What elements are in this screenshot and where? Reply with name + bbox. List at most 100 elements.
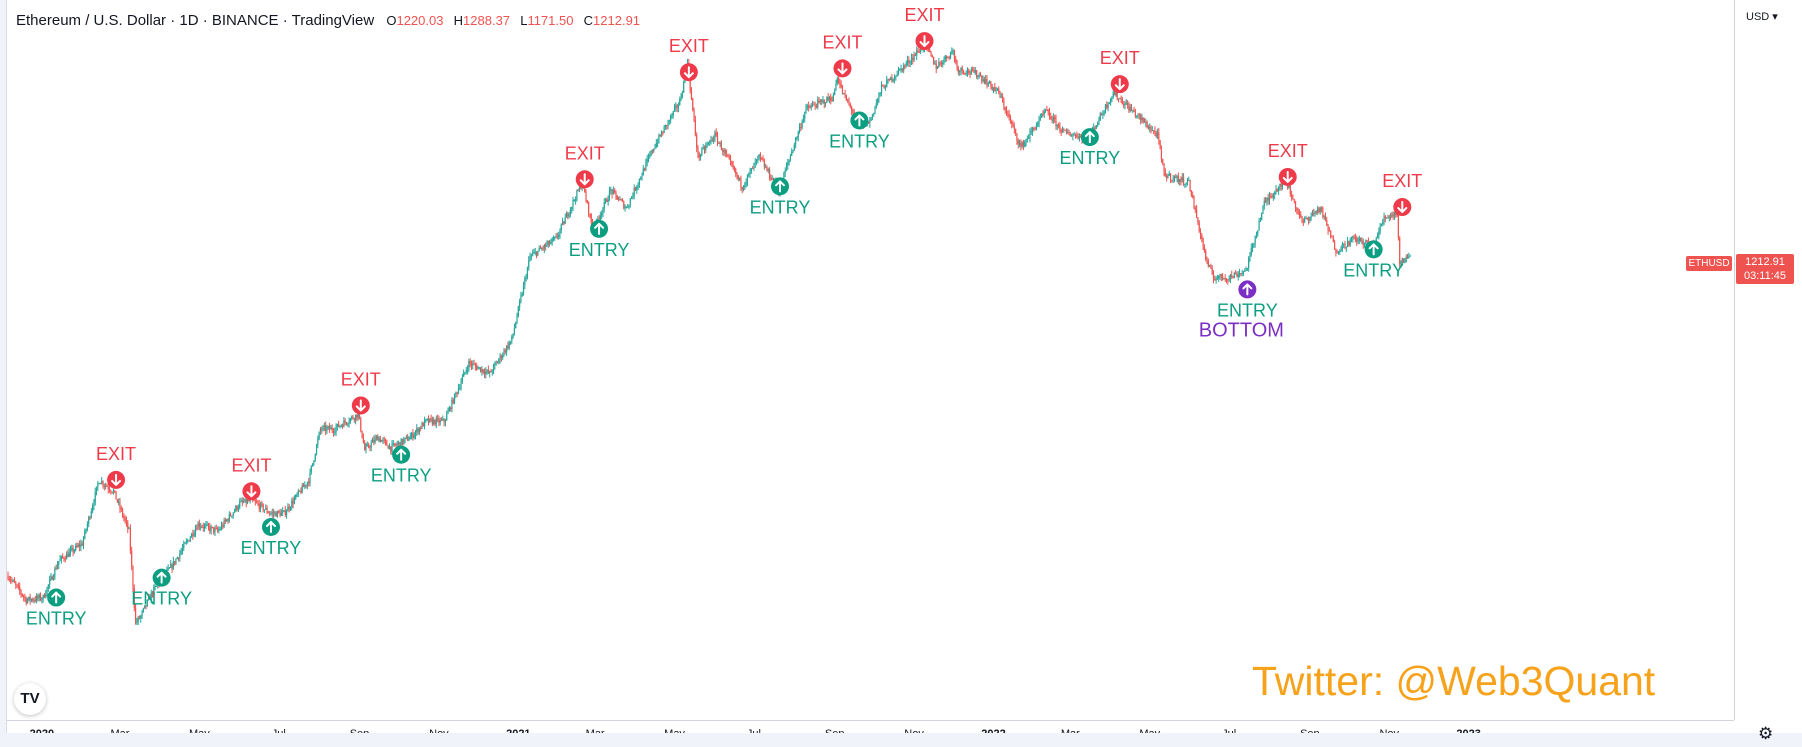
candle-body (1050, 116, 1052, 119)
candle-body (1072, 134, 1074, 136)
tradingview-logo[interactable]: TV (14, 683, 46, 715)
candle-body (312, 463, 314, 467)
candle-body (959, 70, 961, 73)
candle-body (1107, 103, 1109, 108)
candle-body (748, 173, 750, 175)
candle-body (785, 165, 788, 171)
candle-body (909, 62, 911, 64)
candle-body (1201, 234, 1203, 239)
candle-body (1330, 231, 1332, 237)
candle-body (1182, 177, 1185, 185)
candle-body (1067, 132, 1069, 134)
candle-body (98, 483, 100, 485)
entry-label: ENTRY (26, 609, 87, 629)
candle-body (503, 350, 505, 356)
candle-body (994, 87, 996, 91)
candle-body (1302, 221, 1304, 223)
candle-body (148, 596, 150, 600)
candle-body (461, 376, 463, 383)
candle-body (267, 512, 269, 514)
candle-body (1154, 130, 1156, 133)
candle-body (1029, 131, 1031, 139)
candle-body (1259, 220, 1261, 222)
candle-body (43, 594, 46, 598)
candle-body (1296, 208, 1298, 210)
currency-label: USD (1746, 11, 1770, 23)
candle-body (1328, 230, 1330, 232)
candle-body (82, 538, 85, 546)
candle-body (1235, 273, 1237, 275)
candle-body (1011, 121, 1013, 124)
candle-body (1333, 242, 1336, 250)
candle-body (1275, 189, 1277, 193)
candle-body (1348, 241, 1350, 246)
candle-body (487, 369, 489, 373)
candle-body (617, 199, 620, 201)
candle-body (253, 499, 255, 501)
time-axis-strip[interactable] (0, 733, 1802, 747)
candle-body (806, 105, 808, 107)
candle-body (408, 439, 410, 441)
candle-body (305, 484, 307, 486)
candle-body (144, 605, 146, 609)
candle-body (972, 69, 974, 71)
candle-body (434, 419, 436, 425)
candle-body (547, 240, 549, 245)
candle-body (543, 244, 545, 249)
candle-body (1232, 276, 1234, 278)
ohlc-open-key: O (386, 13, 397, 28)
candle-body (308, 482, 310, 484)
candle-body (1349, 240, 1351, 246)
candle-body (205, 524, 207, 526)
candle-body (282, 511, 284, 513)
candle-body (741, 186, 743, 190)
currency-selector[interactable]: USD ▾ (1746, 10, 1778, 23)
price-axis[interactable] (1734, 0, 1802, 720)
candle-body (912, 57, 914, 61)
candle-body (101, 481, 103, 484)
candle-body (918, 51, 920, 53)
symbol-title[interactable]: Ethereum / U.S. Dollar · 1D · BINANCE · … (16, 12, 375, 29)
candle-body (1393, 212, 1396, 216)
candle-body (331, 427, 333, 431)
candle-body (815, 106, 818, 108)
candle-body (569, 209, 571, 215)
candle-body (1095, 125, 1097, 129)
candle-body (106, 485, 108, 487)
candle-body (646, 159, 648, 162)
candle-body (313, 460, 315, 464)
candle-body (709, 140, 711, 143)
candle-body (788, 159, 790, 163)
candle-body (964, 72, 966, 74)
candle-body (325, 425, 327, 431)
ohlc-high-value: 1288.37 (463, 13, 511, 28)
candle-body (1225, 278, 1228, 280)
candle-body (300, 491, 302, 493)
candle-body (1340, 249, 1342, 251)
candle-body (132, 566, 134, 589)
candle-body (535, 251, 538, 256)
candle-body (961, 67, 963, 71)
candle-body (24, 596, 26, 598)
candle-body (672, 111, 674, 116)
candle-body (1363, 242, 1366, 245)
candle-body (371, 439, 374, 443)
candle-body (819, 101, 821, 103)
candle-body (651, 150, 654, 152)
candle-body (552, 238, 555, 240)
candle-body (696, 134, 698, 148)
gear-icon[interactable]: ⚙ (1758, 724, 1774, 743)
candle-body (213, 527, 215, 533)
left-toolbar-edge (0, 0, 7, 747)
candle-body (326, 427, 328, 431)
entry-label: ENTRY (829, 131, 890, 151)
candle-body (818, 100, 820, 102)
candle-body (998, 88, 1000, 92)
exit-label: EXIT (1382, 171, 1422, 191)
candle-body (198, 523, 200, 527)
candle-body (975, 70, 978, 77)
candle-body (1298, 213, 1301, 215)
candle-body (517, 306, 519, 317)
candle-body (1192, 195, 1194, 197)
